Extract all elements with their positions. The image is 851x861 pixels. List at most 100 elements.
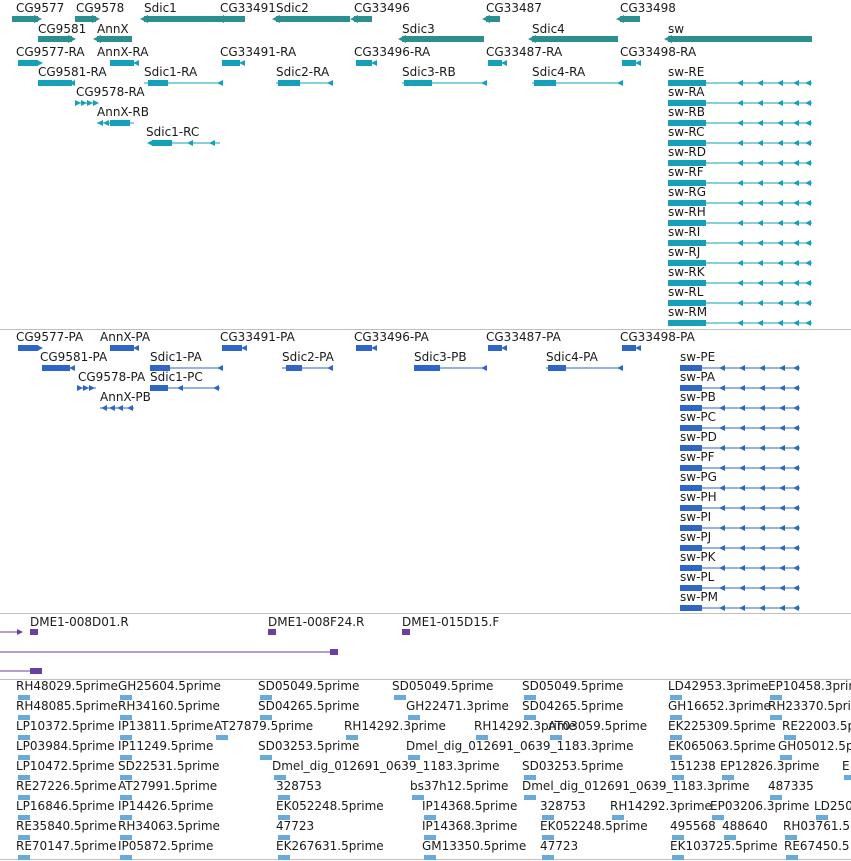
protein-label[interactable]: CG33496-PA — [354, 330, 429, 344]
est-label[interactable]: IP14426.5prime — [118, 799, 214, 813]
protein-label[interactable]: CG33487-PA — [486, 330, 561, 344]
est-label[interactable]: EK225309.5prime — [668, 719, 776, 733]
transcript-label[interactable]: Sdic3-RB — [402, 65, 456, 79]
transcript-label[interactable]: Sdic4-RA — [532, 65, 586, 79]
protein-label[interactable]: AnnX-PB — [100, 390, 151, 404]
est-label[interactable]: AT27879.5prime — [214, 719, 314, 733]
est-label[interactable]: SD05049.5prime — [392, 679, 494, 693]
protein-label[interactable]: sw-PH — [680, 490, 717, 504]
protein-label[interactable]: sw-PK — [680, 550, 716, 564]
transcript-label[interactable]: CG33496-RA — [354, 45, 431, 59]
protein-label[interactable]: CG33498-PA — [620, 330, 695, 344]
est-label[interactable]: SD05049.5prime — [258, 679, 360, 693]
gene-label[interactable]: CG33491 — [220, 1, 276, 15]
est-label[interactable]: LP10472.5prime — [16, 759, 115, 773]
est-label[interactable]: RH34160.5prime — [118, 699, 220, 713]
transcript-label[interactable]: Sdic1-RA — [144, 65, 198, 79]
transcript-label[interactable]: CG33498-RA — [620, 45, 697, 59]
est-label[interactable]: EK065063.5prime — [668, 739, 776, 753]
protein-label[interactable]: AnnX-PA — [100, 330, 151, 344]
est-label[interactable]: EP10458.3prime — [768, 679, 851, 693]
protein-label[interactable]: sw-PJ — [680, 530, 712, 544]
transcript-label[interactable]: CG9581-RA — [38, 65, 107, 79]
protein-label[interactable]: sw-PD — [680, 430, 717, 444]
est-label[interactable]: IP14368.3prime — [422, 819, 518, 833]
est-label[interactable]: SD04265.5prime — [522, 699, 624, 713]
clone-label[interactable]: DME1-008F24.R — [268, 615, 365, 629]
transcript-label[interactable]: AnnX-RA — [97, 45, 149, 59]
est-label[interactable]: LP16846.5prime — [16, 799, 115, 813]
est-label[interactable]: SD05049.5prime — [522, 679, 624, 693]
est-label[interactable]: RH03761.5 — [783, 819, 850, 833]
est-label[interactable]: E — [842, 759, 850, 773]
transcript-label[interactable]: sw-RH — [668, 205, 706, 219]
est-label[interactable]: SD03253.5prime — [522, 759, 624, 773]
est-label[interactable]: IP05872.5prime — [118, 839, 214, 853]
est-label[interactable]: AT27991.5prime — [118, 779, 218, 793]
est-label[interactable]: SD22531.5prime — [118, 759, 220, 773]
transcript-label[interactable]: sw-RC — [668, 125, 705, 139]
est-label[interactable]: RH48085.5prime — [16, 699, 118, 713]
est-label[interactable]: Dmel_dig_012691_0639_1183.3prime — [406, 739, 634, 753]
est-label[interactable]: RH14292.3prime — [610, 799, 712, 813]
est-label[interactable]: GM13350.5prime — [422, 839, 527, 853]
est-label[interactable]: 495568 — [670, 819, 716, 833]
transcript-label[interactable]: sw-RB — [668, 105, 705, 119]
protein-label[interactable]: sw-PM — [680, 590, 718, 604]
protein-label[interactable]: sw-PI — [680, 510, 712, 524]
est-label[interactable]: RH34063.5prime — [118, 819, 220, 833]
protein-label[interactable]: Sdic2-PA — [282, 350, 334, 364]
est-label[interactable]: LP10372.5prime — [16, 719, 115, 733]
protein-label[interactable]: Sdic1-PC — [150, 370, 203, 384]
transcript-label[interactable]: Sdic1-RC — [146, 125, 200, 139]
est-label[interactable]: GH16652.3prime — [668, 699, 771, 713]
transcript-label[interactable]: CG9577-RA — [16, 45, 85, 59]
est-label[interactable]: AT03059.5prime — [548, 719, 648, 733]
est-label[interactable]: GH25604.5prime — [118, 679, 221, 693]
est-label[interactable]: RH14292.3prime — [474, 719, 576, 733]
est-label[interactable]: 47723 — [540, 839, 579, 853]
est-label[interactable]: RH23370.5prime — [768, 699, 851, 713]
gene-label[interactable]: CG9578 — [76, 1, 125, 15]
protein-label[interactable]: sw-PB — [680, 390, 716, 404]
protein-label[interactable]: CG9581-PA — [40, 350, 108, 364]
gene-label[interactable]: Sdic2 — [276, 1, 309, 15]
est-label[interactable]: RH14292.3prime — [344, 719, 446, 733]
transcript-label[interactable]: sw-RF — [668, 165, 704, 179]
est-label[interactable]: GH05012.5prime — [778, 739, 851, 753]
transcript-label[interactable]: CG33491-RA — [220, 45, 297, 59]
transcript-label[interactable]: sw-RE — [668, 65, 705, 79]
est-label[interactable]: Dmel_dig_012691_0639_1183.3prime — [272, 759, 500, 773]
protein-label[interactable]: Sdic1-PA — [150, 350, 202, 364]
protein-label[interactable]: CG9578-PA — [78, 370, 146, 384]
est-label[interactable]: RE22003.5prime — [782, 719, 851, 733]
gene-label[interactable]: AnnX — [97, 22, 129, 36]
gene-label[interactable]: CG33498 — [620, 1, 676, 15]
transcript-label[interactable]: sw-RL — [668, 285, 704, 299]
protein-label[interactable]: sw-PL — [680, 570, 715, 584]
protein-label[interactable]: sw-PA — [680, 370, 716, 384]
est-label[interactable]: SD03253.5prime — [258, 739, 360, 753]
est-label[interactable]: LD250 — [814, 799, 851, 813]
protein-label[interactable]: sw-PF — [680, 450, 715, 464]
est-label[interactable]: RE70147.5prime — [16, 839, 117, 853]
gene-label[interactable]: Sdic3 — [402, 22, 435, 36]
est-label[interactable]: EP03206.3prime — [710, 799, 810, 813]
est-label[interactable]: IP14368.5prime — [422, 799, 518, 813]
protein-label[interactable]: Sdic3-PB — [414, 350, 467, 364]
clone-label[interactable]: DME1-015D15.F — [402, 615, 500, 629]
transcript-label[interactable]: CG9578-RA — [76, 85, 145, 99]
protein-label[interactable]: sw-PC — [680, 410, 717, 424]
est-label[interactable]: RE35840.5prime — [16, 819, 117, 833]
protein-label[interactable]: CG33491-PA — [220, 330, 295, 344]
est-label[interactable]: LD42953.3prime — [668, 679, 769, 693]
gene-label[interactable]: Sdic1 — [144, 1, 177, 15]
gene-label[interactable]: CG33496 — [354, 1, 410, 15]
transcript-label[interactable]: Sdic2-RA — [276, 65, 330, 79]
protein-label[interactable]: Sdic4-PA — [546, 350, 598, 364]
est-label[interactable]: EK052248.5prime — [276, 799, 384, 813]
est-label[interactable]: EK267631.5prime — [276, 839, 384, 853]
transcript-label[interactable]: sw-RI — [668, 225, 701, 239]
gene-label[interactable]: CG9577 — [16, 1, 65, 15]
gene-label[interactable]: CG9581 — [38, 22, 87, 36]
